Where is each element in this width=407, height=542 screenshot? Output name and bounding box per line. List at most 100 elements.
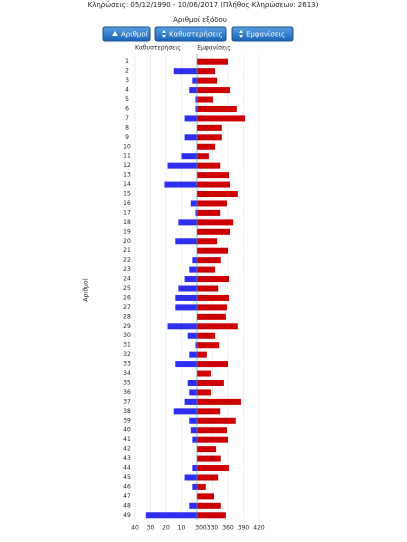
y-tick-label: 38	[123, 408, 131, 415]
y-tick-label: 3	[125, 77, 129, 84]
bar	[197, 238, 218, 245]
bar	[197, 153, 209, 160]
bar	[190, 200, 197, 207]
y-tick-label: 39	[123, 417, 131, 424]
y-tick-label: 23	[123, 266, 131, 273]
bar	[197, 172, 230, 179]
button-bg[interactable]	[102, 26, 151, 42]
bar	[197, 446, 217, 453]
y-tick-label: 22	[123, 257, 131, 264]
y-tick-label: 36	[123, 389, 131, 396]
y-tick-label: 30	[123, 332, 131, 339]
y-tick-label: 31	[123, 342, 131, 349]
y-tick-label: 28	[123, 313, 131, 320]
sort-button[interactable]: Αριθμοί	[102, 26, 151, 42]
y-tick-label: 15	[123, 191, 131, 198]
y-tick-label: 6	[125, 105, 129, 112]
y-tick-label: 33	[123, 361, 131, 368]
button-label[interactable]: Εμφανίσεις	[246, 31, 285, 39]
bar	[164, 181, 197, 188]
x-tick-label: 20	[162, 525, 170, 532]
y-tick-label: 48	[123, 502, 131, 509]
bar	[197, 389, 211, 396]
y-tick-label: 40	[123, 427, 131, 434]
button-label[interactable]: Αριθμοί	[121, 31, 149, 39]
bar	[184, 398, 197, 405]
bar	[145, 512, 197, 519]
bar	[197, 134, 222, 141]
legend-label: Εμφανίσεις	[197, 45, 231, 52]
bar	[197, 143, 216, 150]
button-bg[interactable]	[231, 26, 294, 42]
bar	[189, 389, 197, 396]
y-tick-label: 5	[125, 96, 129, 103]
bar	[197, 493, 215, 500]
bar	[197, 124, 222, 131]
y-tick-label: 7	[125, 115, 129, 122]
bar	[197, 351, 207, 358]
bar	[181, 153, 197, 160]
y-tick-label: 14	[123, 181, 131, 188]
bar	[184, 276, 197, 283]
y-tick-label: 29	[123, 323, 131, 330]
chart-title: Αριθμοί εξόδου	[173, 16, 227, 24]
bar	[197, 276, 230, 283]
bar	[197, 209, 221, 216]
bar	[189, 266, 197, 273]
y-tick-label: 20	[123, 238, 131, 245]
y-tick-label: 8	[125, 124, 129, 131]
y-tick-label: 41	[123, 436, 131, 443]
bar	[192, 436, 197, 443]
bar	[189, 502, 197, 509]
bar	[197, 398, 241, 405]
x-tick-label: 30	[147, 525, 155, 532]
bar	[197, 96, 214, 103]
bar	[197, 370, 211, 377]
bar	[192, 483, 197, 490]
y-tick-label: 47	[123, 493, 131, 500]
y-tick-label: 32	[123, 351, 131, 358]
y-tick-label: 9	[125, 134, 129, 141]
y-tick-label: 25	[123, 285, 131, 292]
y-tick-label: 26	[123, 294, 131, 301]
bar	[175, 304, 197, 311]
button-bg[interactable]	[154, 26, 227, 42]
y-tick-label: 27	[123, 304, 131, 311]
bar	[197, 332, 216, 339]
bar	[197, 58, 228, 65]
sort-button[interactable]: Εμφανίσεις	[231, 26, 294, 42]
bar	[195, 105, 197, 112]
bar	[197, 200, 227, 207]
button-label[interactable]: Καθυστερήσεις	[169, 31, 223, 39]
bar	[197, 247, 228, 254]
bar	[178, 285, 197, 292]
y-tick-label: 1	[125, 58, 129, 65]
y-tick-label: 49	[123, 512, 131, 519]
bar	[167, 323, 197, 330]
bar	[197, 228, 231, 235]
bar	[197, 417, 236, 424]
bar	[192, 77, 197, 84]
bar	[175, 238, 197, 245]
y-tick-label: 19	[123, 228, 131, 235]
bar	[197, 294, 230, 301]
bar	[197, 162, 221, 169]
sort-button[interactable]: Καθυστερήσεις	[154, 26, 227, 42]
bar	[197, 313, 226, 320]
bar	[197, 342, 220, 349]
bar	[195, 96, 197, 103]
bar	[192, 465, 197, 472]
y-tick-label: 2	[125, 68, 129, 75]
bar	[197, 465, 230, 472]
y-tick-label: 16	[123, 200, 131, 207]
sort-icon	[162, 30, 166, 38]
bar	[197, 68, 216, 75]
bar	[197, 285, 219, 292]
y-tick-label: 18	[123, 219, 131, 226]
bar	[197, 181, 231, 188]
bar	[184, 115, 197, 122]
bar	[197, 266, 216, 273]
y-tick-label: 45	[123, 474, 131, 481]
y-tick-label: 35	[123, 379, 131, 386]
